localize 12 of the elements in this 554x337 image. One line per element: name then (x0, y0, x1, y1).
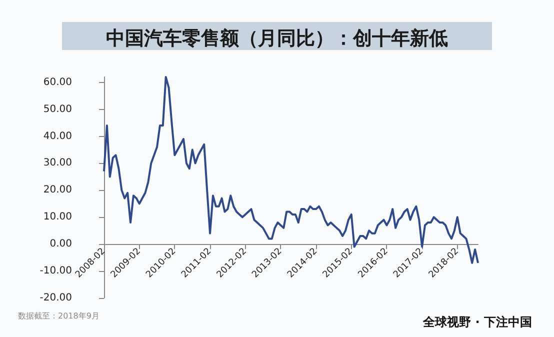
y-tick-label: 30.00 (43, 158, 72, 169)
y-tick-label: 50.00 (43, 104, 72, 115)
y-tick-label: 40.00 (43, 130, 72, 142)
y-tick-label: -10.00 (40, 266, 72, 277)
chart-title: 中国汽车零售额（月同比）：创十年新低 (106, 28, 448, 50)
text: 数据截至：2018年9月 (18, 312, 100, 320)
y-tick-label: 60.00 (43, 76, 72, 88)
text: 全球视野 · 下注中国 (422, 315, 532, 329)
y-tick-label: 20.00 (43, 184, 72, 196)
y-tick-label: 0.00 (50, 238, 72, 250)
y-tick-label: 10.00 (43, 212, 72, 223)
y-tick-label: -20.00 (40, 292, 72, 304)
